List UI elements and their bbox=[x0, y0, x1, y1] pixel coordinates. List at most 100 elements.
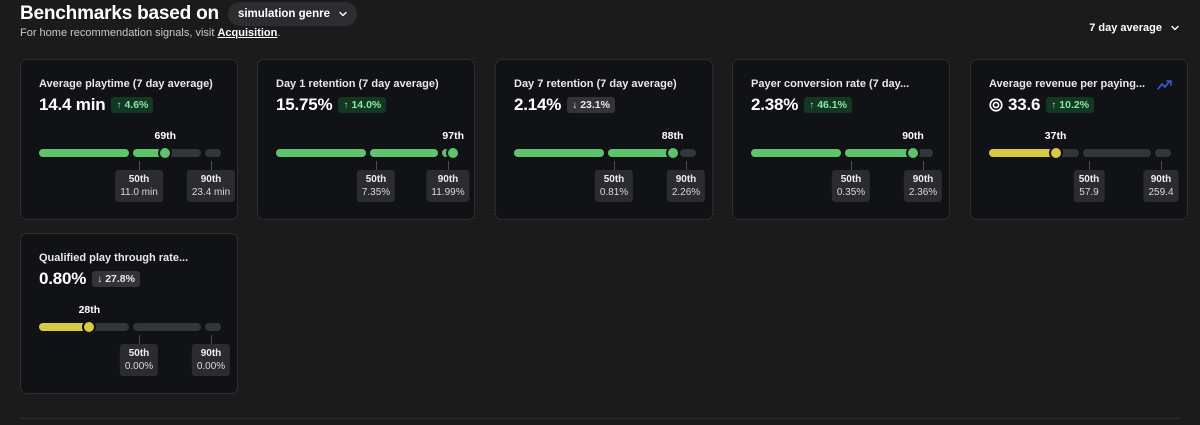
benchmark-50th-label: 50th bbox=[603, 174, 625, 185]
benchmark-90th: 90th 0.00% bbox=[191, 344, 231, 376]
metric-value-row: 2.14% ↓ 23.1% bbox=[514, 95, 615, 115]
benchmark-50th-label: 50th bbox=[128, 348, 150, 359]
bar-segment-fill bbox=[39, 149, 129, 157]
percentile-bar: 90th 50th 0.35% 90th 2.36% bbox=[733, 60, 951, 221]
card-title: Payer conversion rate (7 day... bbox=[751, 78, 910, 90]
benchmark-card[interactable]: Average playtime (7 day average) 14.4 min… bbox=[20, 59, 238, 220]
bar-segment-track bbox=[1155, 149, 1171, 157]
percentile-bar: 97th 50th 7.35% 90th 11.99% bbox=[258, 60, 476, 221]
metric-value-row: 0.80% ↓ 27.8% bbox=[39, 269, 140, 289]
metric-value: 2.14% bbox=[514, 95, 562, 114]
bar-segment-fill bbox=[370, 149, 438, 157]
benchmark-50th-value: 7.35% bbox=[361, 187, 391, 198]
benchmark-50th-label: 50th bbox=[1078, 174, 1100, 185]
bar-segment-fill bbox=[514, 149, 604, 157]
metric-value: 0.80% bbox=[39, 269, 87, 288]
benchmark-90th-value: 0.00% bbox=[196, 361, 226, 372]
page-header: Benchmarks based on simulation genre bbox=[20, 0, 357, 28]
benchmark-50th-label: 50th bbox=[840, 174, 862, 185]
percentile-bar: 37th 50th 57.9 90th 259.4 bbox=[971, 60, 1189, 221]
genre-dropdown[interactable]: simulation genre bbox=[227, 2, 357, 26]
percentile-label: 88th bbox=[661, 130, 684, 142]
bar-segment-track bbox=[917, 149, 933, 157]
benchmark-90th-label: 90th bbox=[200, 174, 222, 185]
percentile-marker[interactable] bbox=[158, 146, 173, 160]
trend-chart-icon[interactable] bbox=[1157, 79, 1173, 91]
percentile-marker[interactable] bbox=[906, 146, 920, 160]
card-title: Average revenue per paying... bbox=[989, 78, 1146, 90]
bar-segment-fill bbox=[751, 149, 841, 157]
metric-value: 15.75% bbox=[276, 95, 333, 114]
page-subtitle: For home recommendation signals, visit A… bbox=[20, 27, 280, 39]
benchmark-90th-label: 90th bbox=[200, 348, 222, 359]
percentile-marker[interactable] bbox=[1048, 146, 1063, 160]
benchmark-90th-label: 90th bbox=[675, 174, 697, 185]
card-title: Day 1 retention (7 day average) bbox=[276, 78, 439, 90]
percentile-bar: 88th 50th 0.81% 90th 2.26% bbox=[496, 60, 714, 221]
benchmark-50th-label: 50th bbox=[365, 174, 387, 185]
bar-segment-fill bbox=[989, 149, 1056, 157]
tick-50th bbox=[139, 161, 140, 170]
benchmark-90th-label: 90th bbox=[437, 174, 459, 185]
acquisition-link[interactable]: Acquisition bbox=[217, 27, 278, 39]
benchmark-90th-value: 2.26% bbox=[671, 187, 701, 198]
change-badge: ↑ 46.1% bbox=[804, 97, 852, 113]
tick-90th bbox=[211, 161, 212, 170]
arrow-up-icon: ↑ bbox=[809, 99, 815, 111]
metric-value-row: 15.75% ↑ 14.0% bbox=[276, 95, 387, 115]
genre-dropdown-value: simulation genre bbox=[237, 8, 330, 20]
page-title: Benchmarks based on bbox=[20, 3, 219, 24]
change-value: 23.1% bbox=[580, 99, 610, 111]
percentile-label: 69th bbox=[154, 130, 177, 142]
benchmark-90th-value: 2.36% bbox=[908, 187, 938, 198]
tick-90th bbox=[686, 161, 687, 170]
bar-segment-track bbox=[1083, 149, 1151, 157]
benchmark-card[interactable]: Qualified play through rate... 0.80% ↓ 27.8… bbox=[20, 233, 238, 394]
tick-90th bbox=[1161, 161, 1162, 170]
benchmark-90th-value: 11.99% bbox=[431, 187, 465, 198]
bar-segment-track bbox=[205, 323, 221, 331]
robux-icon bbox=[989, 98, 1003, 112]
metric-value: 14.4 min bbox=[39, 95, 106, 114]
percentile-bar: 69th 50th 11.0 min 90th 23.4 min bbox=[21, 60, 239, 221]
card-title: Average playtime (7 day average) bbox=[39, 78, 213, 90]
bar-segment-fill bbox=[39, 323, 90, 331]
subtitle-period: . bbox=[277, 27, 281, 39]
benchmark-card[interactable]: Payer conversion rate (7 day... 2.38% ↑ 46.… bbox=[732, 59, 950, 220]
section-divider bbox=[20, 418, 1180, 419]
benchmark-90th-label: 90th bbox=[912, 174, 934, 185]
change-badge: ↑ 14.0% bbox=[338, 97, 387, 113]
bar-segment-fill bbox=[133, 149, 166, 157]
benchmark-50th-value: 0.81% bbox=[599, 187, 629, 198]
change-badge: ↑ 10.2% bbox=[1046, 97, 1095, 113]
benchmark-90th: 90th 11.99% bbox=[426, 170, 470, 202]
arrow-up-icon: ↑ bbox=[1051, 99, 1057, 111]
change-value: 10.2% bbox=[1059, 99, 1090, 111]
metric-value-row: 14.4 min ↑ 4.6% bbox=[39, 95, 154, 115]
change-value: 14.0% bbox=[351, 99, 382, 111]
tick-50th bbox=[614, 161, 615, 170]
period-dropdown[interactable]: 7 day average bbox=[1089, 22, 1180, 34]
tick-50th bbox=[139, 335, 140, 344]
percentile-bar: 28th 50th 0.00% 90th 0.00% bbox=[21, 234, 239, 395]
bar-segment-fill bbox=[608, 149, 673, 157]
benchmark-90th: 90th 2.26% bbox=[666, 170, 706, 202]
benchmark-card[interactable]: Day 1 retention (7 day average) 15.75% ↑ 14… bbox=[257, 59, 475, 220]
percentile-label: 28th bbox=[78, 304, 101, 316]
benchmark-50th-value: 11.0 min bbox=[120, 187, 158, 198]
card-title: Qualified play through rate... bbox=[39, 252, 189, 264]
arrow-down-icon: ↓ bbox=[572, 99, 578, 111]
percentile-marker[interactable] bbox=[446, 146, 461, 160]
arrow-up-icon: ↑ bbox=[116, 99, 122, 111]
tick-50th bbox=[1089, 161, 1090, 170]
percentile-marker[interactable] bbox=[665, 146, 680, 160]
benchmark-90th: 90th 2.36% bbox=[903, 170, 943, 202]
benchmark-90th-value: 23.4 min bbox=[191, 187, 231, 198]
benchmark-90th: 90th 259.4 bbox=[1143, 170, 1179, 202]
bar-segment-fill bbox=[845, 149, 913, 157]
benchmark-card[interactable]: Day 7 retention (7 day average) 2.14% ↓ 23.… bbox=[495, 59, 713, 220]
percentile-marker[interactable] bbox=[82, 320, 97, 334]
benchmark-card[interactable]: Average revenue per paying... 33.6 ↑ 10.2% 3… bbox=[970, 59, 1188, 220]
metric-value-row: 33.6 ↑ 10.2% bbox=[989, 95, 1095, 115]
tick-90th bbox=[448, 161, 449, 170]
